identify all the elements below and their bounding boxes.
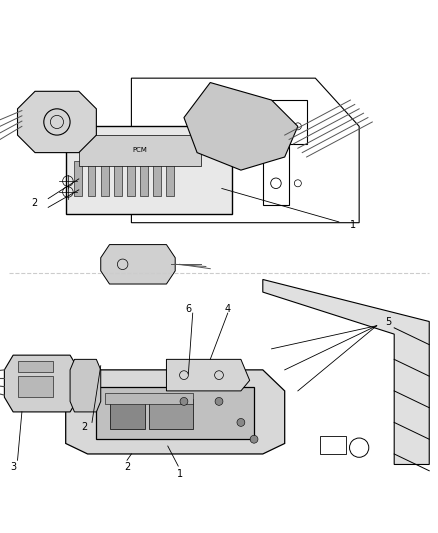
- Polygon shape: [263, 279, 429, 464]
- Bar: [79, 135, 201, 166]
- Bar: [127, 161, 135, 197]
- Bar: [153, 161, 161, 197]
- Bar: [74, 161, 82, 197]
- Bar: [114, 161, 122, 197]
- Bar: [320, 437, 346, 454]
- Polygon shape: [70, 359, 101, 412]
- Polygon shape: [66, 370, 285, 454]
- Bar: [110, 399, 145, 429]
- Text: PCM: PCM: [133, 148, 148, 154]
- FancyBboxPatch shape: [66, 126, 232, 214]
- Bar: [18, 376, 53, 397]
- Bar: [140, 161, 148, 197]
- Bar: [88, 161, 95, 197]
- Polygon shape: [101, 245, 175, 284]
- Polygon shape: [184, 83, 298, 170]
- Text: 5: 5: [385, 317, 392, 327]
- Text: 4: 4: [225, 304, 231, 314]
- Polygon shape: [166, 359, 250, 391]
- Text: 6: 6: [185, 304, 191, 314]
- Circle shape: [250, 435, 258, 443]
- Bar: [166, 161, 174, 197]
- Text: 3: 3: [10, 462, 16, 472]
- Circle shape: [350, 438, 369, 457]
- Polygon shape: [18, 91, 96, 152]
- Text: 1: 1: [177, 469, 183, 479]
- Bar: [105, 393, 193, 403]
- Circle shape: [180, 398, 188, 405]
- Text: 2: 2: [31, 198, 37, 208]
- Circle shape: [237, 418, 245, 426]
- Text: 1: 1: [350, 220, 357, 230]
- Bar: [149, 399, 193, 429]
- Text: 2: 2: [124, 462, 130, 472]
- Bar: [18, 361, 53, 372]
- Text: 2: 2: [81, 422, 88, 432]
- Circle shape: [215, 398, 223, 405]
- Bar: [101, 161, 109, 197]
- Polygon shape: [4, 355, 79, 412]
- FancyBboxPatch shape: [96, 386, 254, 439]
